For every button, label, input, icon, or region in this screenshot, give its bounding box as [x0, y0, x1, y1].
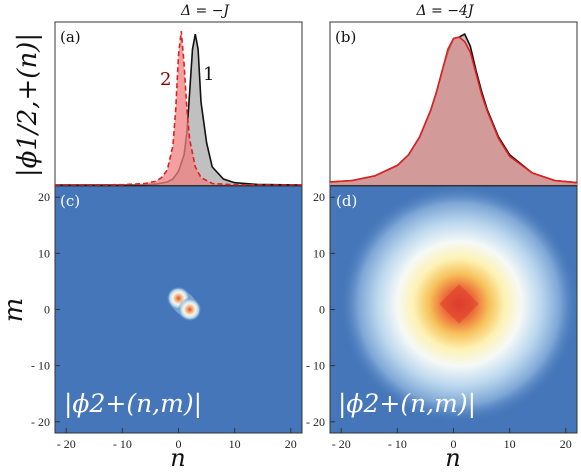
y-tick-label: - 10	[31, 359, 50, 373]
series-label-1: 1	[203, 64, 214, 85]
panel-c-label: (c)	[60, 192, 80, 210]
panel-a-label: (a)	[60, 28, 81, 46]
panel-b-title: Δ = −4J	[416, 3, 475, 19]
blob-core	[439, 284, 479, 324]
series-2-area	[330, 37, 577, 185]
x-tick-label: 0	[451, 437, 457, 451]
panel-a-title: Δ = −J	[180, 3, 230, 19]
panel-c-plot	[166, 286, 202, 322]
panel-c-xlabel: n	[170, 444, 185, 472]
panel-a-ylabel: |ϕ1/2,+(n)|	[13, 33, 43, 177]
x-tick-label: - 10	[388, 437, 407, 451]
peak-2	[177, 297, 202, 322]
y-tick-label: 20	[38, 190, 50, 204]
y-tick-label: - 20	[306, 415, 325, 429]
panel-d-plot	[339, 186, 577, 424]
series-label-2: 2	[160, 69, 171, 90]
panel-d-annotation: |ϕ2+(n,m)|	[338, 389, 476, 419]
panel-d-ticks: - 20 - 20 - 10 - 10 0 0 10 10 20 20	[306, 190, 572, 451]
y-tick-label: 10	[38, 246, 50, 260]
panel-b-plot	[329, 32, 578, 185]
series-2-line	[54, 31, 303, 186]
x-tick-label: 20	[560, 437, 572, 451]
panel-b-label: (b)	[335, 28, 356, 46]
panel-d-label: (d)	[336, 192, 357, 210]
x-tick-label: 20	[285, 437, 297, 451]
panel-a-plot	[54, 31, 303, 186]
y-tick-label: 0	[319, 303, 325, 317]
panel-d: (d) |ϕ2+(n,m)|	[329, 185, 578, 434]
panel-a: (a) 2 1	[54, 21, 303, 186]
x-tick-label: - 10	[113, 437, 132, 451]
panel-c-ylabel: m	[0, 298, 29, 323]
y-tick-label: - 10	[306, 359, 325, 373]
panel-c: (c) |ϕ2+(n,m)|	[54, 185, 303, 434]
panel-d-xlabel: n	[445, 444, 460, 472]
x-tick-label: 10	[504, 437, 516, 451]
panel-c-annotation: |ϕ2+(n,m)|	[64, 389, 202, 419]
y-tick-label: - 20	[31, 415, 50, 429]
series-2-line	[329, 36, 578, 184]
series-2-area	[55, 31, 302, 185]
x-tick-label: 0	[176, 437, 182, 451]
panel-b: (b)	[329, 21, 578, 186]
x-tick-label: - 20	[332, 437, 351, 451]
y-tick-label: 20	[313, 190, 325, 204]
x-tick-label: 10	[229, 437, 241, 451]
x-tick-label: - 20	[57, 437, 76, 451]
y-tick-label: 10	[313, 246, 325, 260]
y-tick-label: 0	[44, 303, 50, 317]
panel-c-ticks: - 20 - 20 - 10 - 10 0 0 10 10 20 20	[31, 190, 297, 451]
